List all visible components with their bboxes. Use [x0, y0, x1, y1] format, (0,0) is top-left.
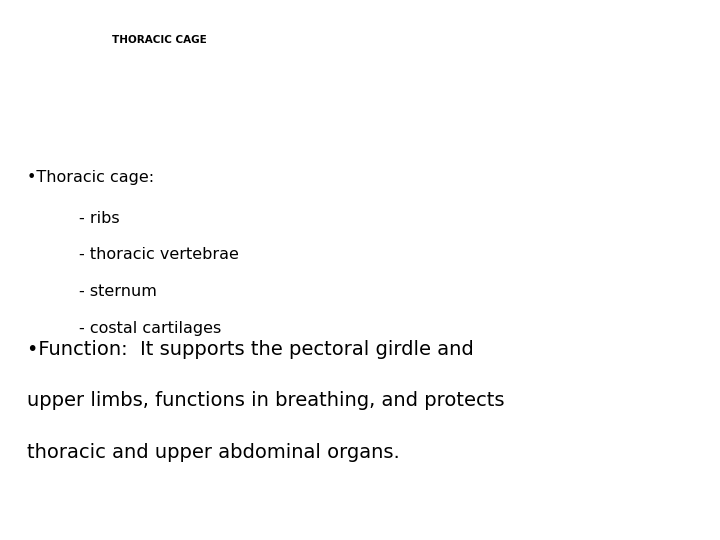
Text: - costal cartilages: - costal cartilages	[79, 321, 222, 336]
Text: - sternum: - sternum	[79, 284, 157, 299]
Text: •Function:  It supports the pectoral girdle and: •Function: It supports the pectoral gird…	[27, 340, 474, 359]
Text: THORACIC CAGE: THORACIC CAGE	[112, 35, 207, 45]
Text: •Thoracic cage:: •Thoracic cage:	[27, 170, 155, 185]
Text: thoracic and upper abdominal organs.: thoracic and upper abdominal organs.	[27, 443, 400, 462]
Text: upper limbs, functions in breathing, and protects: upper limbs, functions in breathing, and…	[27, 392, 505, 410]
Text: - thoracic vertebrae: - thoracic vertebrae	[79, 247, 239, 262]
Text: - ribs: - ribs	[79, 211, 120, 226]
